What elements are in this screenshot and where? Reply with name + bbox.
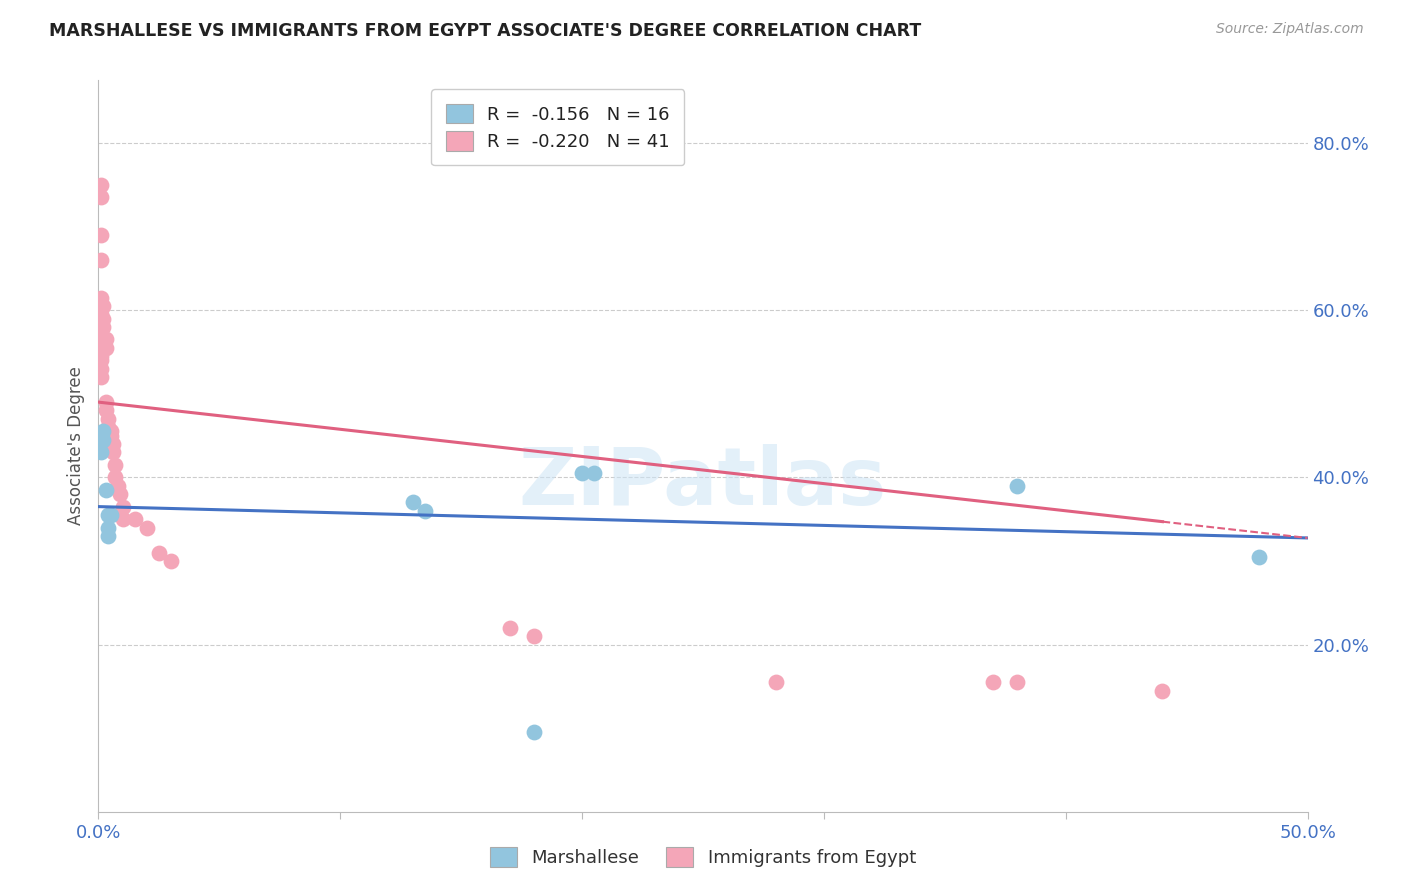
Point bbox=[583, 466, 606, 480]
Text: Source: ZipAtlas.com: Source: ZipAtlas.com bbox=[1216, 22, 1364, 37]
Point bbox=[94, 403, 117, 417]
Point bbox=[111, 500, 134, 514]
Point bbox=[90, 291, 112, 305]
Point bbox=[90, 178, 112, 192]
Point bbox=[97, 420, 120, 434]
Point bbox=[101, 437, 124, 451]
Point bbox=[90, 252, 112, 267]
Point bbox=[571, 466, 593, 480]
Point bbox=[523, 629, 546, 643]
Point bbox=[1152, 683, 1174, 698]
Point bbox=[100, 508, 122, 522]
Text: ZIPatlas: ZIPatlas bbox=[519, 443, 887, 522]
Point bbox=[94, 341, 117, 355]
Point bbox=[981, 675, 1004, 690]
Y-axis label: Associate's Degree: Associate's Degree bbox=[67, 367, 86, 525]
Point bbox=[91, 425, 114, 439]
Point bbox=[1249, 549, 1271, 564]
Point bbox=[90, 307, 112, 321]
Point bbox=[90, 227, 112, 242]
Point bbox=[104, 470, 127, 484]
Legend: R =  -0.156   N = 16, R =  -0.220   N = 41: R = -0.156 N = 16, R = -0.220 N = 41 bbox=[432, 89, 685, 165]
Point bbox=[90, 349, 112, 363]
Point bbox=[101, 445, 124, 459]
Point bbox=[91, 433, 114, 447]
Point bbox=[90, 341, 112, 355]
Point bbox=[94, 483, 117, 497]
Point bbox=[90, 370, 112, 384]
Point bbox=[97, 529, 120, 543]
Point bbox=[100, 428, 122, 442]
Point bbox=[97, 520, 120, 534]
Point bbox=[100, 425, 122, 439]
Point bbox=[148, 545, 170, 559]
Point bbox=[1007, 675, 1029, 690]
Point bbox=[498, 621, 520, 635]
Point bbox=[90, 361, 112, 376]
Point bbox=[90, 353, 112, 368]
Point bbox=[135, 520, 157, 534]
Point bbox=[1007, 479, 1029, 493]
Point bbox=[91, 311, 114, 326]
Point bbox=[91, 299, 114, 313]
Point bbox=[90, 445, 112, 459]
Point bbox=[402, 495, 425, 509]
Point bbox=[124, 512, 146, 526]
Point bbox=[765, 675, 787, 690]
Point bbox=[107, 479, 129, 493]
Point bbox=[90, 190, 112, 204]
Text: MARSHALLESE VS IMMIGRANTS FROM EGYPT ASSOCIATE'S DEGREE CORRELATION CHART: MARSHALLESE VS IMMIGRANTS FROM EGYPT ASS… bbox=[49, 22, 921, 40]
Point bbox=[413, 504, 436, 518]
Point bbox=[97, 412, 120, 426]
Point bbox=[104, 458, 127, 472]
Point bbox=[97, 508, 120, 522]
Point bbox=[160, 554, 183, 568]
Point bbox=[90, 433, 112, 447]
Point bbox=[523, 725, 546, 739]
Point bbox=[108, 487, 131, 501]
Point bbox=[111, 512, 134, 526]
Point bbox=[91, 319, 114, 334]
Point bbox=[90, 333, 112, 347]
Point bbox=[94, 395, 117, 409]
Point bbox=[94, 333, 117, 347]
Legend: Marshallese, Immigrants from Egypt: Marshallese, Immigrants from Egypt bbox=[482, 839, 924, 874]
